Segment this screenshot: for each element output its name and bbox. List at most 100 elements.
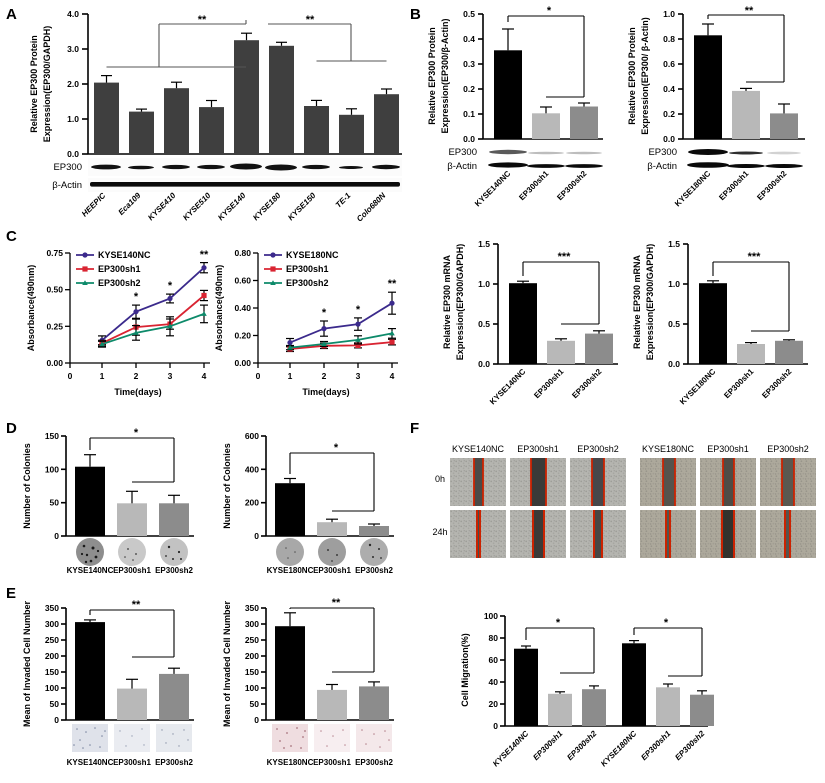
tick-er-3: 150: [245, 667, 259, 677]
bar-br-2: [770, 113, 798, 139]
cat-dr-0: KYSE180NC: [267, 566, 314, 575]
panel-b-mrna-left-bars: [509, 283, 613, 364]
colony-plate-dl-0: [76, 538, 104, 566]
panel-a-bars: [94, 40, 399, 155]
invasion-field-er-0: [272, 724, 308, 752]
cat-el-0: KYSE140NC: [67, 758, 114, 767]
panel-d-right-errorbars: [284, 477, 380, 526]
sig-br: **: [745, 5, 754, 17]
bar-f-2: [582, 689, 606, 726]
bar-bl-1: [532, 113, 560, 139]
col-header-f-l1: EP300sh1: [517, 444, 559, 454]
tick-cr-3: 0.60: [234, 276, 251, 286]
tick-cr-x3: 3: [356, 371, 361, 381]
series-cl-KYSE140NC: [98, 262, 208, 346]
tick-er-5: 250: [245, 635, 259, 645]
tick-a-3: 3.0: [67, 44, 79, 54]
cat-f-2: EP300sh2: [565, 729, 598, 762]
legend-item-cl-2: EP300sh2: [76, 278, 141, 288]
cat-a-5: KYSE180: [251, 191, 283, 223]
axis-label-a-line1: Relative EP300 Protein: [29, 35, 39, 133]
cat-br-0: KYSE180NC: [673, 169, 713, 209]
tick-cl-x4: 4: [202, 371, 207, 381]
wound-image-24h-r0: [640, 510, 696, 558]
panel-a-categories: HEEPIC Eca109 KYSE410 KYSE510 KYSE140 KY…: [80, 191, 388, 224]
bar-dl-0: [75, 466, 105, 536]
axis-label-cr-y: Absorbance(490nm): [214, 265, 224, 352]
tick-bml-0: 0.0: [478, 359, 490, 369]
cat-f-0: KYSE140NC: [491, 729, 531, 769]
panel-b-mrna-right-sig: ***: [712, 251, 790, 332]
bar-bl-0: [494, 50, 522, 139]
tick-f-2: 40: [489, 677, 499, 687]
tick-cr-x2: 2: [322, 371, 327, 381]
series-cl-EP300sh2: [98, 304, 208, 348]
tick-bl-5: 0.5: [463, 9, 475, 19]
cat-a-3: KYSE510: [181, 191, 213, 223]
tick-bml-2: 1.0: [478, 279, 490, 289]
col-header-f-l0: KYSE140NC: [452, 444, 505, 454]
bar-bmr-2: [775, 340, 803, 364]
cat-f-3: KYSE180NC: [599, 729, 639, 769]
cat-bl-0: KYSE140NC: [473, 169, 513, 209]
tick-bmr-3: 1.5: [668, 239, 680, 249]
tick-dl-1: 50: [50, 498, 60, 508]
col-header-f-l2: EP300sh2: [577, 444, 619, 454]
tick-cl-x1: 1: [100, 371, 105, 381]
tick-cl-1: 0.25: [46, 321, 63, 331]
panel-e-right-bars: [275, 626, 389, 720]
cat-el-2: EP300sh2: [155, 758, 193, 767]
bar-a-4: [234, 40, 259, 155]
blot-label-ep300-br: EP300: [648, 147, 677, 158]
invasion-field-el-0: [72, 724, 108, 752]
anno-cr-0: *: [322, 307, 327, 319]
tick-cr-x0: 0: [256, 371, 261, 381]
chart-panel-d-left: 0 50 100 150 Number of Colonies * KYSE14…: [16, 427, 206, 576]
anno-cl-2: **: [200, 249, 209, 261]
col-header-f-r1: EP300sh1: [707, 444, 749, 454]
bar-el-1: [117, 688, 147, 720]
tick-cl-0: 0.00: [46, 358, 63, 368]
sig-a-left: **: [198, 14, 207, 26]
colony-plate-dr-0: [276, 538, 304, 566]
panel-e-right-errorbars: [284, 612, 380, 690]
tick-a-1: 1.0: [67, 114, 79, 124]
panel-e-left-sig: **: [89, 599, 175, 658]
axis-label-bmr-1: Relative EP300 mRNA: [632, 254, 642, 349]
panel-d-right-plate-images: [276, 538, 388, 566]
tick-bml-3: 1.5: [478, 239, 490, 249]
tick-bml-1: 0.5: [478, 319, 490, 329]
tick-cl-3: 0.75: [46, 248, 63, 258]
tick-cr-4: 0.80: [234, 248, 251, 258]
tick-f-1: 20: [489, 699, 499, 709]
bar-br-1: [732, 90, 760, 139]
cat-bml-1: EP300sh1: [532, 367, 565, 400]
bar-dr-0: [275, 483, 305, 536]
panel-c-right-y-ticks: 0.00 0.20 0.40 0.60 0.80: [234, 248, 258, 368]
col-header-f-r2: EP300sh2: [767, 444, 809, 454]
blot-label-ep300-bl: EP300: [448, 147, 477, 158]
tick-cl-2: 0.50: [46, 285, 63, 295]
panel-b-left-sig: *: [507, 5, 585, 98]
tick-dr-1: 200: [245, 498, 259, 508]
tick-bl-2: 0.2: [463, 84, 475, 94]
blot-label-bactin-bl: β-Actin: [447, 161, 477, 172]
tick-bmr-2: 1.0: [668, 279, 680, 289]
tick-bmr-0: 0.0: [668, 359, 680, 369]
anno-cr-2: **: [388, 278, 397, 290]
panel-e-left-errorbars: [84, 619, 180, 689]
bar-f-5: [690, 694, 714, 726]
bar-er-2: [359, 686, 389, 720]
panel-letter-c: C: [6, 228, 17, 245]
tick-f-0: 0: [493, 721, 498, 731]
panel-e-left-bars: [75, 622, 189, 720]
panel-c-left-y-ticks: 0.00 0.25 0.50 0.75: [46, 248, 70, 368]
bar-bml-2: [585, 333, 613, 364]
panel-b-left-y-ticks: 0.0 0.1 0.2 0.3 0.4 0.5: [463, 9, 483, 144]
tick-a-4: 4.0: [67, 9, 79, 19]
tick-bl-4: 0.4: [463, 34, 475, 44]
cat-dl-2: EP300sh2: [155, 566, 193, 575]
axis-label-br-2: Expression(EP300/ β-Actin): [640, 17, 650, 135]
legend-label-cl-1: EP300sh1: [98, 264, 141, 274]
bar-dl-1: [117, 503, 147, 536]
